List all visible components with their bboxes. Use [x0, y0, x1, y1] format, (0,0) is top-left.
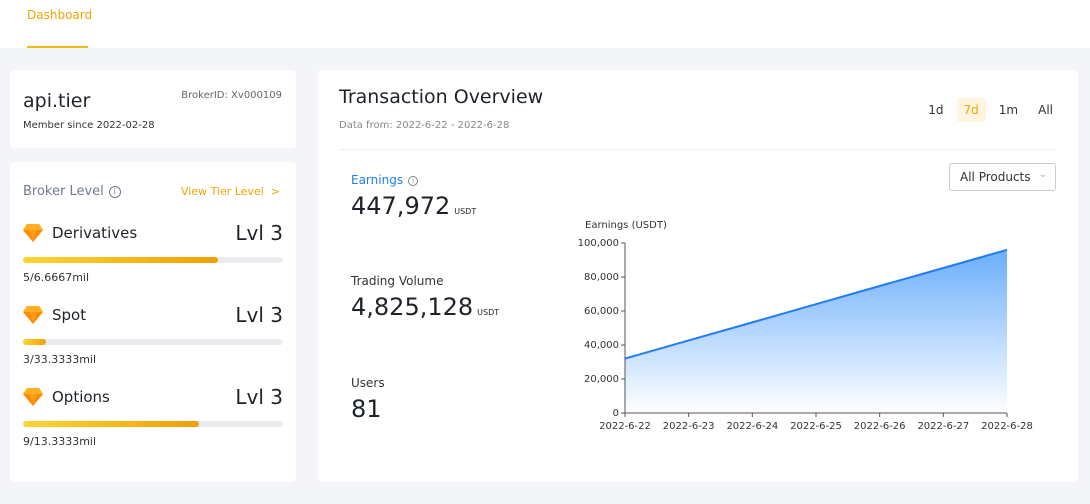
- view-tier-level-link[interactable]: View Tier Level >: [180, 185, 280, 198]
- tier-progress-text: 9/13.3333mil: [23, 435, 97, 448]
- x-tick-label: 2022-6-24: [726, 421, 778, 432]
- metric-value: 4,825,128: [351, 293, 474, 321]
- x-tick-label: 2022-6-28: [981, 421, 1033, 432]
- page-title: Transaction Overview: [339, 86, 544, 108]
- metric-label: Trading Volume: [351, 274, 444, 288]
- y-axis-label: Earnings (USDT): [585, 220, 667, 231]
- metric-users: Users 81: [351, 376, 386, 423]
- profile-card: api.tier Member since 2022-02-28 BrokerI…: [10, 70, 296, 148]
- broker-level-card: Broker Level i View Tier Level > Derivati…: [10, 162, 296, 482]
- tier-progress-bar: [23, 421, 283, 427]
- info-icon[interactable]: i: [408, 176, 419, 186]
- metric-value: 81: [351, 395, 382, 423]
- metric-earnings: Earnings i 447,972 USDT: [351, 173, 476, 220]
- broker-id: BrokerID: Xv000109: [181, 90, 282, 101]
- area-fill: [625, 249, 1007, 413]
- period-1m[interactable]: 1m: [998, 103, 1019, 117]
- tier-progress-fill: [23, 339, 47, 345]
- info-icon[interactable]: i: [108, 186, 121, 198]
- diamond-icon: [23, 306, 43, 324]
- diamond-icon: [23, 224, 43, 242]
- tier-progress-bar: [23, 257, 283, 263]
- y-tick-label: 40,000: [584, 340, 619, 351]
- metric-label: Earnings: [351, 173, 404, 187]
- y-tick-label: 20,000: [584, 374, 619, 385]
- period-all[interactable]: All: [1038, 103, 1053, 117]
- tier-progress-text: 3/33.3333mil: [23, 353, 97, 366]
- tier-progress-text: 5/6.6667mil: [23, 271, 90, 284]
- broker-level-title: Broker Level i: [23, 184, 121, 199]
- tier-level: Lvl 3: [235, 303, 283, 327]
- earnings-chart: Earnings (USDT) 0 20,000 40,000 60,000 80,000…: [578, 220, 1033, 432]
- period-1d[interactable]: 1d: [928, 103, 944, 117]
- tab-dashboard[interactable]: Dashboard: [27, 8, 93, 22]
- metric-value: 447,972: [351, 192, 451, 220]
- product-select[interactable]: All Products ⌄: [949, 163, 1056, 191]
- date-range: Data from: 2022-6-22 - 2022-6-28: [339, 120, 510, 131]
- metric-label: Users: [351, 376, 385, 390]
- tier-level: Lvl 3: [235, 385, 283, 409]
- member-since: Member since 2022-02-28: [23, 120, 155, 131]
- metric-unit: USDT: [454, 207, 477, 216]
- x-tick-label: 2022-6-26: [854, 421, 906, 432]
- x-tick-label: 2022-6-23: [663, 421, 715, 432]
- period-7d[interactable]: 7d: [956, 98, 986, 122]
- period-selector: 1d 7d 1m All: [921, 98, 1060, 122]
- diamond-icon: [23, 388, 43, 406]
- x-tick-label: 2022-6-22: [599, 421, 651, 432]
- divider: [339, 149, 1056, 150]
- tier-name: Options: [52, 388, 110, 406]
- metric-trading-volume: Trading Volume 4,825,128 USDT: [351, 274, 499, 321]
- tier-level: Lvl 3: [235, 221, 283, 245]
- y-tick-label: 60,000: [584, 306, 619, 317]
- chevron-down-icon: ⌄: [1038, 169, 1047, 180]
- account-name: api.tier: [23, 90, 91, 112]
- y-tick-label: 80,000: [584, 272, 619, 283]
- y-tick-label: 100,000: [578, 238, 619, 249]
- tier-progress-bar: [23, 339, 283, 345]
- top-nav: Dashboard: [0, 0, 1090, 48]
- tier-progress-fill: [23, 257, 218, 263]
- series-line: [624, 248, 1008, 360]
- active-tab-indicator: [27, 46, 88, 48]
- tier-name: Spot: [52, 306, 87, 324]
- tier-progress-fill: [23, 421, 199, 427]
- metric-unit: USDT: [477, 308, 500, 317]
- tier-name: Derivatives: [52, 224, 138, 242]
- x-tick-label: 2022-6-25: [790, 421, 842, 432]
- x-tick-label: 2022-6-27: [917, 421, 969, 432]
- y-tick-label: 0: [613, 408, 619, 419]
